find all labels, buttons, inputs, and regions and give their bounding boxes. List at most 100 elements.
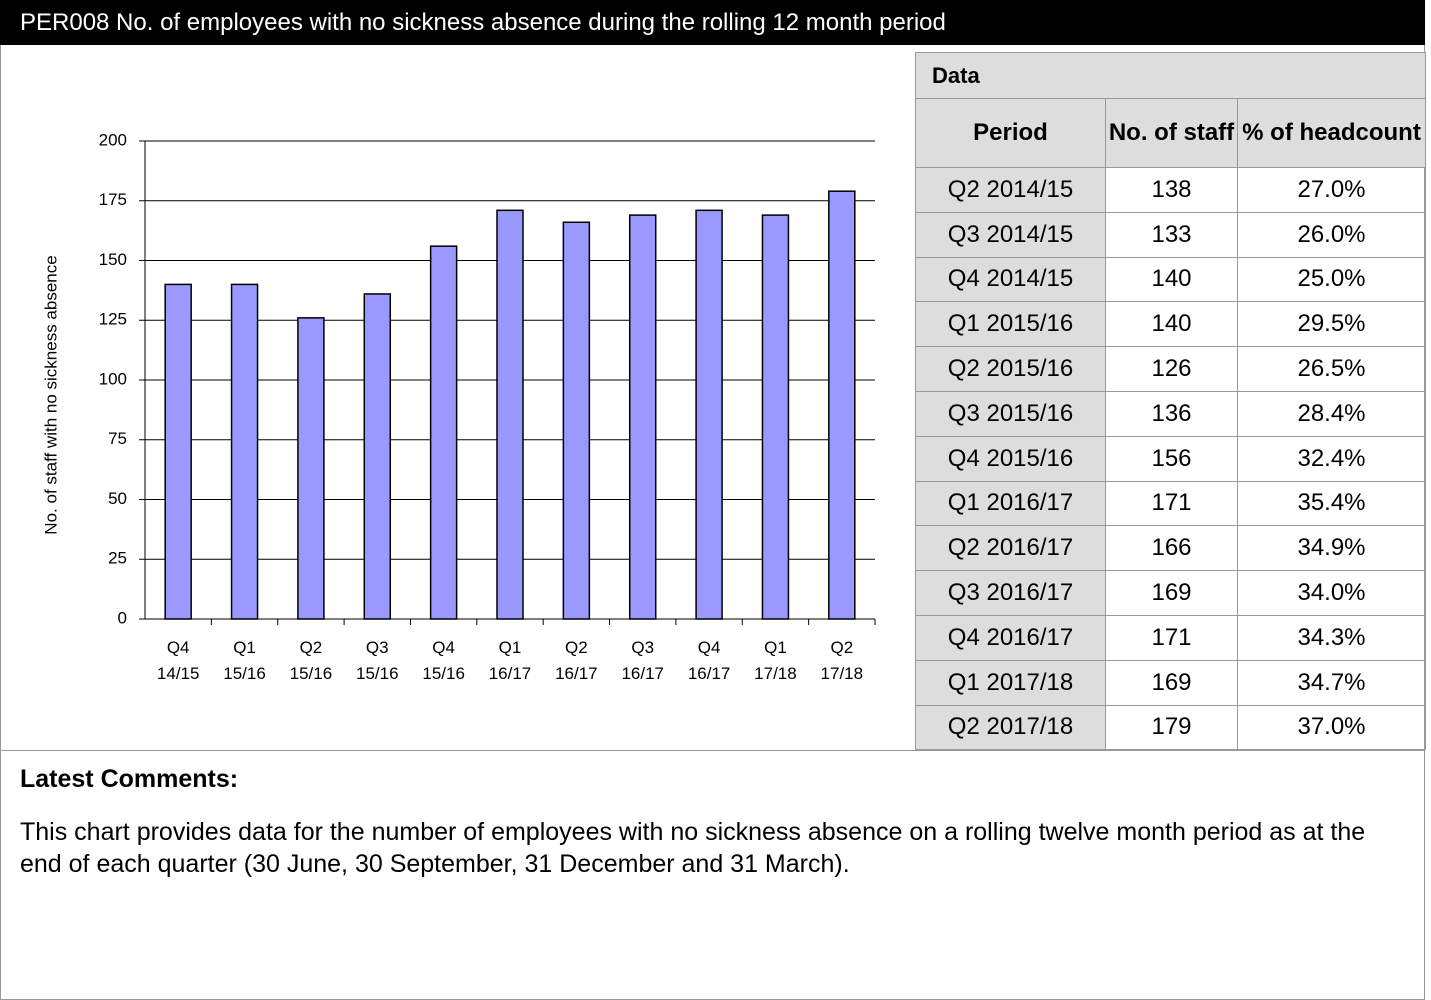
- x-tick-label: Q2: [830, 638, 853, 657]
- chart: No. of staff with no sickness absence 0 2…: [41, 130, 876, 683]
- value-cell: 37.0%: [1237, 704, 1426, 751]
- table-row: Q2 2014/15 138 27.0%: [915, 167, 1426, 213]
- value-cell: 126: [1105, 346, 1238, 392]
- period-cell: Q2 2015/16: [915, 346, 1106, 392]
- bar: [562, 221, 591, 620]
- x-tick-label: 17/18: [821, 664, 864, 683]
- header-title: PER008 No. of employees with no sickness…: [0, 0, 1425, 45]
- period-cell: Q4 2014/15: [915, 256, 1106, 303]
- table-row: Q3 2016/17 169 34.0%: [915, 570, 1426, 616]
- x-tick-label: Q4: [432, 638, 455, 657]
- x-tick-label: 15/16: [223, 664, 266, 683]
- y-tick-label: 100: [99, 369, 127, 388]
- table-row: Q4 2015/16 156 32.4%: [915, 435, 1426, 482]
- x-tick-label: Q1: [233, 638, 256, 657]
- period-cell: Q1 2017/18: [915, 659, 1106, 706]
- x-tick-label: Q1: [499, 638, 522, 657]
- value-cell: 171: [1105, 614, 1238, 661]
- x-tick-label: Q2: [300, 638, 323, 657]
- bar: [496, 209, 524, 620]
- bar: [695, 209, 723, 620]
- bar: [297, 317, 325, 620]
- x-tick-label: 15/16: [290, 664, 333, 683]
- column-header: % of headcount: [1237, 98, 1426, 168]
- value-cell: 26.5%: [1237, 346, 1426, 392]
- table-title: Data: [915, 52, 1426, 99]
- period-cell: Q2 2014/15: [915, 167, 1106, 213]
- table-row: Q2 2016/17 166 34.9%: [915, 525, 1426, 572]
- column-header: Period: [915, 98, 1106, 168]
- table-row: Q1 2016/17 171 35.4%: [915, 480, 1426, 527]
- period-cell: Q2 2016/17: [915, 525, 1106, 572]
- period-cell: Q2 2017/18: [915, 704, 1106, 751]
- period-cell: Q1 2016/17: [915, 480, 1106, 527]
- x-tick-label: 14/15: [157, 664, 200, 683]
- value-cell: 166: [1105, 525, 1238, 572]
- value-cell: 171: [1105, 480, 1238, 527]
- bar: [828, 190, 856, 620]
- value-cell: 29.5%: [1237, 301, 1426, 348]
- value-cell: 140: [1105, 301, 1238, 348]
- value-cell: 26.0%: [1237, 211, 1426, 258]
- bar: [761, 214, 790, 620]
- comments-title: Latest Comments:: [20, 765, 239, 793]
- x-tick-label: Q3: [631, 638, 654, 657]
- value-cell: 34.0%: [1237, 570, 1426, 616]
- period-cell: Q3 2014/15: [915, 211, 1106, 258]
- x-tick-label: 16/17: [621, 664, 664, 683]
- x-tick-label: Q2: [565, 638, 588, 657]
- y-axis-label: No. of staff with no sickness absence: [41, 255, 60, 534]
- value-cell: 27.0%: [1237, 167, 1426, 213]
- value-cell: 35.4%: [1237, 480, 1426, 527]
- value-cell: 169: [1105, 659, 1238, 706]
- table-row: Q1 2017/18 169 34.7%: [915, 659, 1426, 706]
- table-row: Q2 2015/16 126 26.5%: [915, 346, 1426, 392]
- x-tick-label: 15/16: [356, 664, 399, 683]
- period-cell: Q3 2016/17: [915, 570, 1106, 616]
- comments: Latest Comments: This chart provides dat…: [0, 750, 1425, 880]
- value-cell: 138: [1105, 167, 1238, 213]
- y-tick-label: 50: [108, 489, 127, 508]
- value-cell: 169: [1105, 570, 1238, 616]
- table-row: Q4 2014/15 140 25.0%: [915, 256, 1426, 303]
- x-tick-label: Q3: [366, 638, 389, 657]
- table-row: Q3 2015/16 136 28.4%: [915, 390, 1426, 437]
- x-tick-label: Q4: [167, 638, 190, 657]
- y-tick-label: 200: [99, 130, 127, 149]
- data-table: Data Period No. of staff % of headcount …: [915, 52, 1426, 751]
- comments-text: This chart provides data for the number …: [20, 818, 1366, 878]
- bar: [429, 245, 458, 620]
- y-tick-label: 25: [108, 549, 127, 568]
- value-cell: 34.7%: [1237, 659, 1426, 706]
- x-tick-label: 17/18: [754, 664, 797, 683]
- x-tick-label: Q4: [698, 638, 721, 657]
- x-tick-label: 16/17: [688, 664, 731, 683]
- bar: [230, 283, 259, 620]
- x-tick-label: Q1: [764, 638, 787, 657]
- table-row: Q4 2016/17 171 34.3%: [915, 614, 1426, 661]
- y-tick-label: 125: [99, 310, 127, 329]
- table-row: Q2 2017/18 179 37.0%: [915, 704, 1426, 751]
- value-cell: 133: [1105, 211, 1238, 258]
- value-cell: 136: [1105, 390, 1238, 437]
- value-cell: 32.4%: [1237, 435, 1426, 482]
- table-row: Q1 2015/16 140 29.5%: [915, 301, 1426, 348]
- value-cell: 34.3%: [1237, 614, 1426, 661]
- x-tick-label: 16/17: [555, 664, 598, 683]
- value-cell: 156: [1105, 435, 1238, 482]
- bar: [363, 293, 392, 620]
- period-cell: Q4 2015/16: [915, 435, 1106, 482]
- value-cell: 28.4%: [1237, 390, 1426, 437]
- value-cell: 34.9%: [1237, 525, 1426, 572]
- period-cell: Q4 2016/17: [915, 614, 1106, 661]
- period-cell: Q1 2015/16: [915, 301, 1106, 348]
- y-tick-label: 0: [118, 608, 127, 627]
- x-tick-label: 15/16: [422, 664, 465, 683]
- bar: [164, 283, 192, 620]
- period-cell: Q3 2015/16: [915, 390, 1106, 437]
- column-header: No. of staff: [1105, 98, 1238, 168]
- bar: [628, 214, 657, 620]
- value-cell: 179: [1105, 704, 1238, 751]
- y-tick-label: 75: [108, 429, 127, 448]
